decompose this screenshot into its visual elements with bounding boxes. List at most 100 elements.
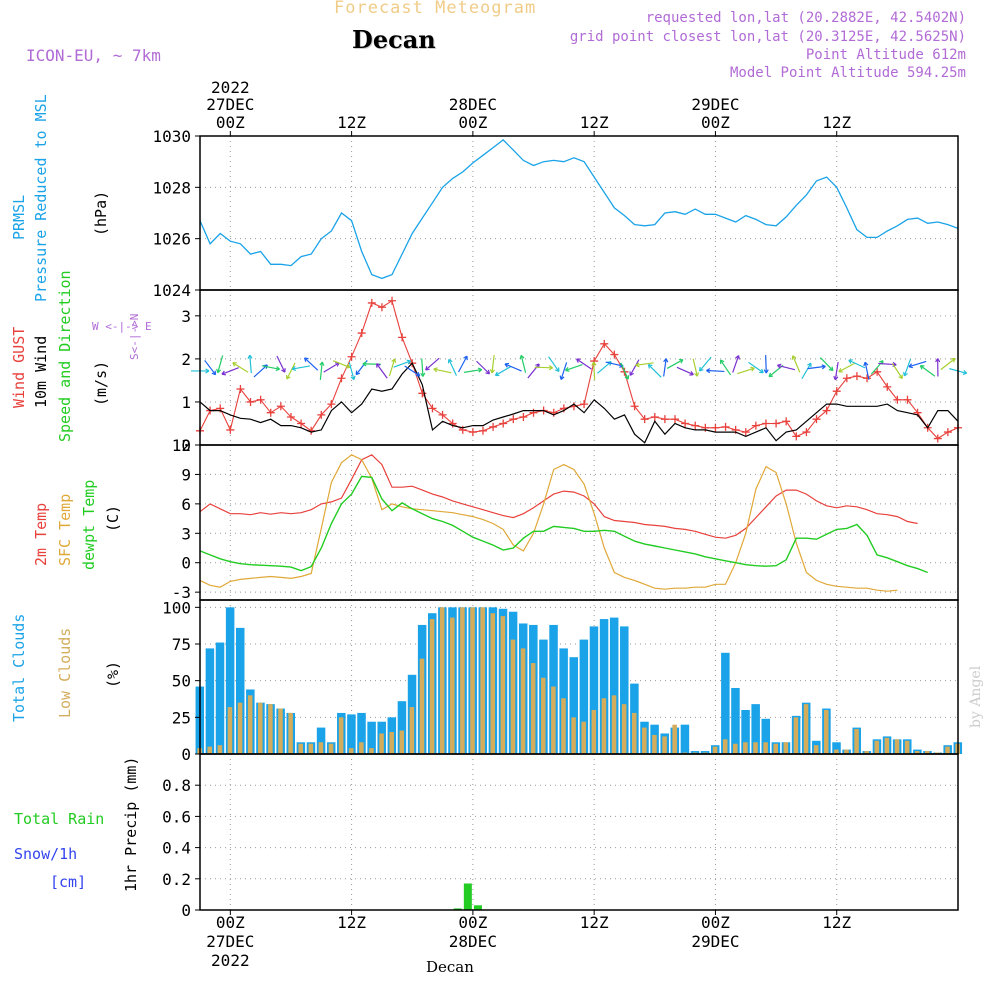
lcc-bar [773, 743, 778, 754]
gust-marker [751, 421, 760, 430]
gust-line [199, 299, 959, 440]
lcc-bar [854, 729, 859, 754]
wind-arrow-shaft [376, 363, 388, 379]
y-tick-label: 0.8 [162, 776, 191, 795]
gust-marker [691, 421, 700, 430]
top-year-label: 2022 [211, 78, 250, 97]
wind-arrow-shaft [576, 358, 592, 370]
lcc-bar [369, 748, 374, 754]
wind-arrow-shaft [448, 359, 458, 376]
wind-arrow-shaft [768, 364, 784, 378]
lcc-bar [278, 708, 283, 754]
lcc-bar [247, 695, 253, 754]
wind-arrow-shaft [834, 361, 839, 380]
wind-arrow-head [591, 361, 597, 366]
gust-marker [418, 389, 427, 398]
wind-arrow-head [232, 362, 237, 367]
wind-arrow-head [425, 365, 430, 371]
gust-marker [903, 395, 912, 404]
location-name: Decan [352, 25, 436, 54]
lcc-bar [581, 721, 586, 754]
grid-layer [200, 135, 958, 911]
wind-arrow-head [689, 370, 694, 376]
gust-marker [529, 408, 538, 417]
y-tick-label: 1030 [152, 127, 191, 146]
wind-arrow-head [485, 369, 491, 375]
lcc-bar [207, 746, 213, 754]
lcc-bar [945, 746, 950, 754]
gust-marker [509, 415, 518, 424]
wind-arrow-shaft [891, 363, 903, 379]
wind-arrow-shaft [596, 361, 612, 374]
wind-arrow-shaft [286, 362, 296, 380]
bottom-year-label: 2022 [211, 951, 250, 970]
model-point-altitude: Model Point Altitude 594.25m [729, 65, 966, 81]
wind-arrow-shaft [217, 355, 224, 373]
gust-marker [398, 333, 407, 342]
y-tick-label: 0.4 [162, 839, 191, 858]
tcc-bar [215, 642, 225, 754]
total-rain-label: Total Rain [14, 810, 105, 828]
wind-arrow-shaft [249, 355, 252, 374]
lcc-bar [884, 737, 890, 754]
lcc-bar [338, 717, 344, 754]
bottom-date-label: 28DEC [449, 932, 497, 951]
wind-arrow-head [504, 362, 510, 368]
marks-layer [191, 139, 968, 910]
gust-marker [256, 395, 265, 404]
lcc-bar [480, 607, 485, 754]
wind-arrow-shaft [332, 360, 351, 368]
lcc-bar [733, 743, 738, 754]
gust-marker [388, 296, 397, 305]
gust-marker [489, 422, 498, 431]
wind-arrow-shaft [204, 359, 217, 376]
lcc-bar [227, 707, 233, 754]
lcc-bar [914, 751, 920, 754]
y-tick-label: 75 [172, 635, 191, 654]
wind-arrow-head [950, 357, 956, 363]
model-label: ICON-EU, ~ 7km [26, 46, 161, 65]
lcc-bar [601, 698, 607, 754]
gust-marker [802, 428, 811, 437]
wind-arrow-head [624, 375, 630, 380]
lcc-bar [419, 658, 425, 754]
lcc-bar [823, 710, 829, 754]
wind-arrow-head [838, 367, 843, 373]
bottom-hour-label: 00Z [216, 913, 245, 932]
wind-arrow-shaft [495, 365, 512, 376]
tcc-bar [609, 617, 619, 754]
footer-location: Decan [426, 958, 474, 976]
lcc-bar [379, 733, 384, 754]
wind-arrow-head [376, 363, 381, 368]
lcc-bar [743, 742, 748, 754]
bottom-hour-label: 00Z [458, 913, 487, 932]
wind-arrow-head [678, 358, 684, 364]
gust-marker [893, 395, 902, 404]
top-hour-label: 12Z [337, 113, 366, 132]
labels-layer: 10241026102810300123-3036912025507510000… [152, 78, 851, 970]
top-hour-label: 00Z [458, 113, 487, 132]
wind-arrow-head [291, 365, 297, 372]
wind-arrow-shaft [232, 362, 249, 373]
gust-marker [852, 372, 861, 381]
wind-arrow-head [406, 359, 412, 365]
wind-arrow-head [647, 363, 653, 369]
lcc-bar [288, 712, 293, 754]
lcc-bar [540, 677, 546, 754]
lcc-bar [904, 740, 910, 754]
lcc-bar [591, 710, 597, 754]
wind-arrow-shaft [388, 358, 396, 377]
gust-marker [671, 415, 680, 424]
wind-arrow-head [350, 375, 356, 381]
lcc-bar [520, 648, 526, 754]
wind-arrow-shaft [940, 358, 956, 371]
tcc-bar [357, 712, 366, 754]
panel-frame [199, 289, 959, 446]
gust-marker [650, 413, 659, 422]
wind-arrow-head [848, 359, 853, 364]
lcc-bar [793, 717, 799, 754]
wind-arrow-shaft [276, 355, 286, 373]
tcc-bar [680, 724, 690, 754]
gust-marker [428, 404, 437, 413]
lcc-bar [844, 749, 849, 754]
